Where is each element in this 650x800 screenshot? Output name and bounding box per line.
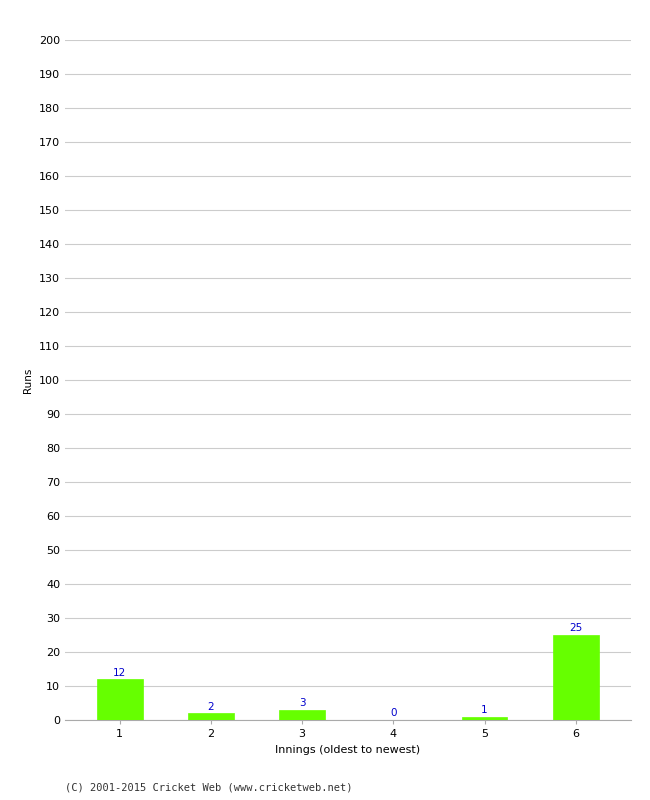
Bar — [462, 717, 508, 720]
Bar — [97, 679, 142, 720]
Bar — [280, 710, 325, 720]
Y-axis label: Runs: Runs — [23, 367, 33, 393]
Text: 3: 3 — [299, 698, 305, 708]
Text: 2: 2 — [207, 702, 214, 711]
Bar — [188, 714, 234, 720]
Text: 0: 0 — [390, 708, 396, 718]
Text: (C) 2001-2015 Cricket Web (www.cricketweb.net): (C) 2001-2015 Cricket Web (www.cricketwe… — [65, 782, 352, 792]
Text: 25: 25 — [569, 623, 582, 634]
X-axis label: Innings (oldest to newest): Innings (oldest to newest) — [275, 745, 421, 754]
Bar — [553, 635, 599, 720]
Text: 12: 12 — [113, 667, 126, 678]
Text: 1: 1 — [481, 705, 488, 715]
